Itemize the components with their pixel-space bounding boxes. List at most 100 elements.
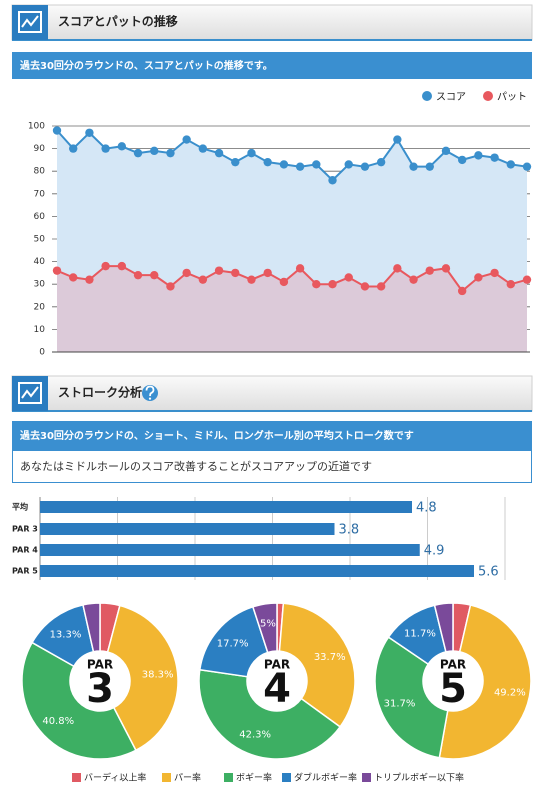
data-point	[295, 162, 305, 171]
category-label: PAR 3	[12, 525, 38, 534]
chart-icon-line	[21, 15, 39, 28]
data-point	[312, 280, 321, 289]
data-point	[409, 275, 418, 284]
y-tick-label: 40	[34, 257, 46, 267]
legend-label: トリプルボギー以下率	[374, 773, 464, 784]
data-point	[182, 268, 191, 278]
data-point	[328, 280, 337, 289]
data-point	[409, 162, 418, 171]
bar	[40, 565, 474, 577]
pie-number: 4	[263, 666, 291, 712]
message-box	[12, 450, 532, 483]
slice-label: 31.7%	[384, 699, 416, 710]
legend-swatch	[72, 773, 81, 782]
data-point	[279, 160, 289, 169]
data-point	[344, 273, 353, 282]
legend-label: バーディ以上率	[84, 772, 146, 784]
legend-label: ボギー率	[236, 773, 272, 784]
data-point	[506, 160, 515, 169]
header-underline	[12, 39, 532, 41]
y-tick-label: 70	[34, 189, 46, 199]
chart-icon	[18, 382, 42, 404]
data-point	[490, 153, 499, 162]
data-point	[133, 270, 143, 280]
pie-number: 5	[439, 666, 467, 712]
pie-center	[423, 651, 483, 711]
y-tick-label: 30	[34, 280, 46, 290]
data-point	[474, 273, 483, 282]
data-point	[295, 264, 305, 273]
chart-icon	[18, 11, 42, 33]
help-icon-dot	[148, 397, 152, 400]
bar	[40, 523, 335, 535]
data-point	[376, 157, 386, 167]
y-tick-label: 100	[28, 122, 45, 132]
description: 過去30回分のラウンドの、ショート、ミドル、ロングホール別の平均ストローク数です	[20, 429, 414, 442]
value-label: 4.9	[424, 544, 445, 559]
data-point	[441, 146, 451, 156]
section-header	[11, 4, 533, 41]
pie-slice	[438, 604, 532, 760]
data-point	[214, 148, 224, 158]
data-point	[198, 144, 208, 153]
value-label: 5.6	[478, 565, 499, 580]
data-point	[490, 268, 499, 278]
pie-number: 3	[86, 666, 114, 712]
data-point	[393, 135, 402, 144]
bar	[40, 501, 412, 513]
data-point	[344, 160, 353, 169]
data-point	[425, 266, 434, 275]
data-point	[69, 144, 78, 153]
legend-swatch	[224, 773, 233, 782]
legend-label: ダブルボギー率	[294, 772, 357, 784]
slice-label: 38.3%	[142, 670, 174, 681]
data-point	[52, 266, 62, 275]
category-label: 平均	[12, 502, 28, 512]
pie-center	[70, 651, 130, 711]
pie-label: PAR	[87, 658, 113, 672]
y-tick-label: 80	[34, 167, 46, 177]
data-point	[522, 162, 532, 171]
bar	[40, 544, 420, 556]
data-point	[457, 155, 467, 165]
description-banner	[12, 421, 532, 450]
legend-marker	[422, 91, 432, 101]
description: 過去30回分のラウンドの、スコアとパットの推移です。	[20, 59, 273, 72]
data-point	[360, 162, 370, 171]
data-point	[231, 268, 240, 278]
data-point	[360, 282, 370, 291]
y-tick-label: 0	[39, 348, 45, 358]
data-point	[474, 151, 483, 160]
data-point	[376, 282, 386, 291]
category-label: PAR 5	[12, 567, 38, 576]
data-point	[393, 264, 402, 273]
y-tick-label: 20	[34, 302, 46, 312]
data-point	[457, 286, 467, 296]
y-tick-label: 60	[34, 212, 46, 222]
pie-center	[247, 651, 307, 711]
legend-swatch	[282, 773, 291, 782]
data-point	[441, 264, 451, 273]
data-point	[312, 160, 321, 169]
value-label: 3.8	[339, 523, 360, 538]
legend-label: スコア	[436, 92, 466, 103]
legend-label: パット	[497, 91, 527, 103]
data-point	[263, 157, 272, 167]
data-point	[166, 148, 175, 158]
slice-label: 17.7%	[217, 639, 249, 650]
data-point	[150, 146, 159, 156]
section-title: ストローク分析	[58, 385, 142, 400]
slice-label: 40.8%	[42, 716, 74, 727]
header-underline	[12, 410, 532, 412]
legend-swatch	[362, 773, 371, 782]
section-header	[11, 375, 533, 412]
legend-marker	[483, 91, 493, 101]
data-point	[85, 128, 94, 137]
section-title: スコアとパットの推移	[58, 14, 178, 29]
message: あなたはミドルホールのスコア改善することがスコアアップの近道です	[20, 459, 372, 473]
y-tick-label: 50	[34, 235, 46, 245]
description-banner	[12, 52, 532, 79]
data-point	[182, 135, 191, 144]
